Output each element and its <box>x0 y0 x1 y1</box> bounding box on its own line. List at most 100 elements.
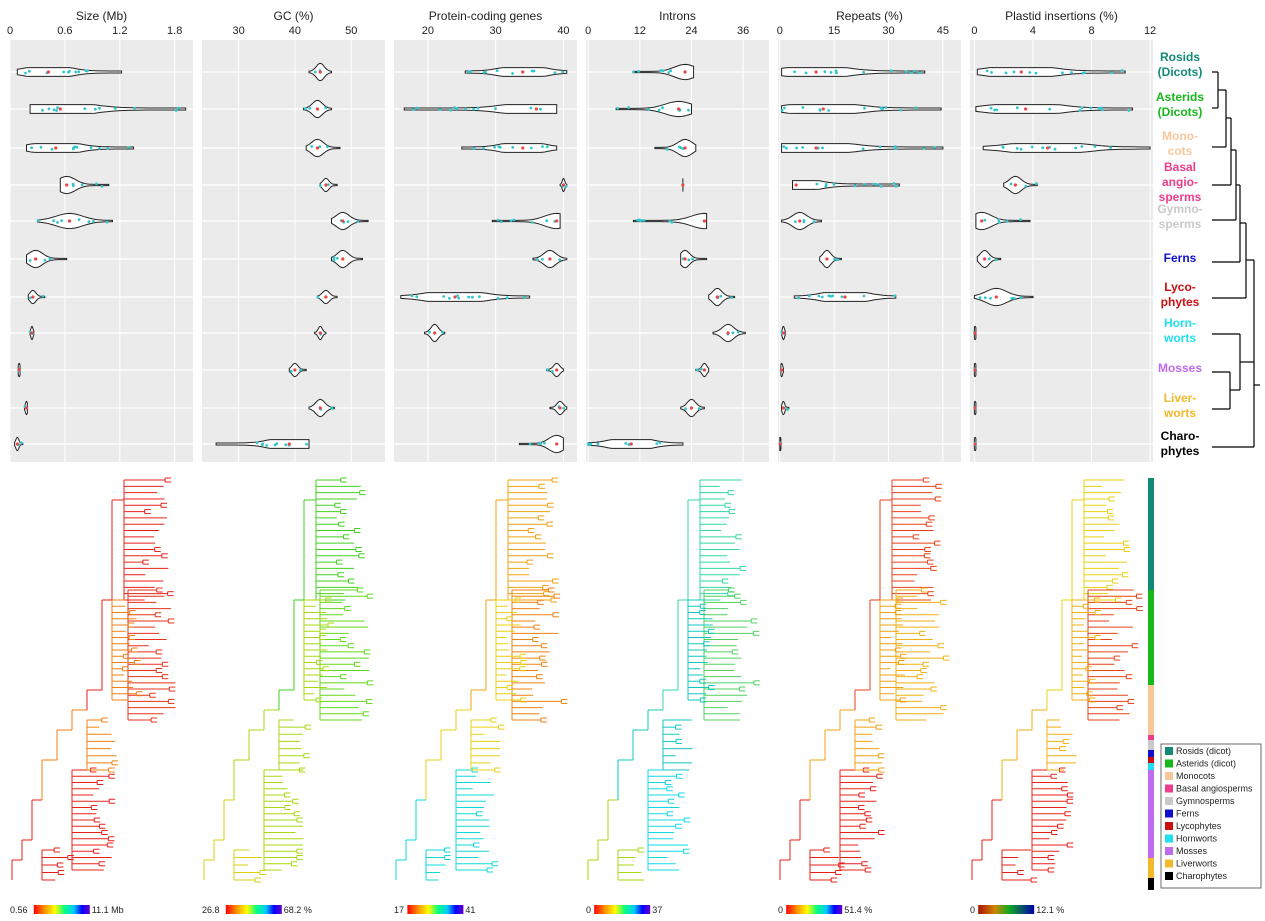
median-point <box>318 70 322 74</box>
x-tick-label: 4 <box>1030 25 1036 37</box>
x-tick-label: 12 <box>1144 25 1156 37</box>
median-point <box>548 257 552 261</box>
legend-label: Asterids (dicot) <box>1176 759 1236 769</box>
legend-label: Liverworts <box>1176 859 1218 869</box>
colorbar-max-label: 12.1 % <box>1036 905 1064 915</box>
x-tick-label: 1.2 <box>112 25 127 37</box>
data-point <box>30 146 33 150</box>
data-point <box>627 443 631 446</box>
data-point <box>893 145 897 148</box>
data-point <box>793 70 797 74</box>
data-point <box>804 71 808 75</box>
data-point <box>356 220 360 223</box>
data-point <box>655 442 659 445</box>
data-point <box>797 296 801 300</box>
data-point <box>684 407 687 411</box>
data-point <box>1089 106 1093 110</box>
x-tick-label: 40 <box>557 25 569 37</box>
data-point <box>1001 145 1005 149</box>
group-color-segment <box>1148 878 1154 890</box>
data-point <box>467 295 471 299</box>
colorbar-1: 0.56 11.1 Mb <box>10 905 124 915</box>
median-point <box>24 406 29 410</box>
data-point <box>993 108 996 112</box>
data-point <box>48 257 52 261</box>
median-point <box>994 295 998 299</box>
violin-shape <box>976 67 1126 77</box>
median-point <box>683 146 687 150</box>
median-point <box>534 107 538 111</box>
data-point <box>532 69 536 73</box>
group-label-1: Asterids <box>1156 90 1204 104</box>
data-point <box>687 108 690 112</box>
data-point <box>86 69 89 73</box>
data-point <box>441 331 444 334</box>
legend-label: Rosids (dicot) <box>1176 746 1231 756</box>
median-point <box>315 107 320 111</box>
data-point <box>497 145 501 149</box>
colorbar-min-label: 17 <box>394 905 404 915</box>
group-label-2: Mono- <box>1162 129 1198 143</box>
violin-shape <box>288 362 307 378</box>
legend-label: Ferns <box>1176 809 1200 819</box>
data-point <box>325 145 329 149</box>
panel-title: Size (Mb) <box>76 9 127 23</box>
data-point <box>808 294 811 298</box>
data-point <box>820 295 824 299</box>
legend-swatch <box>1165 797 1173 805</box>
data-point <box>1080 106 1084 110</box>
data-point <box>558 258 562 261</box>
median-point <box>980 219 984 223</box>
data-point <box>863 106 866 110</box>
data-point <box>467 70 471 74</box>
data-point <box>1004 71 1008 75</box>
data-point <box>305 442 308 446</box>
data-point <box>731 331 735 335</box>
violin-shape <box>819 249 842 269</box>
data-point <box>876 183 880 186</box>
panel-title: Introns <box>659 9 696 23</box>
group-label-6: phytes <box>1161 295 1200 309</box>
violin-shape <box>491 212 561 230</box>
x-tick-label: 0 <box>585 25 591 37</box>
colorbar-5: 0 51.4 % <box>778 905 872 915</box>
violin-shape <box>792 180 900 190</box>
violin-panel-4: 0 12 24 36 Introns <box>585 9 769 462</box>
legend-swatch <box>1165 859 1173 868</box>
colorbar-gradient <box>225 905 282 914</box>
median-point <box>683 257 687 261</box>
data-point <box>1099 106 1103 110</box>
data-point <box>511 145 515 149</box>
colorbar-max-label: 51.4 % <box>844 905 872 915</box>
data-point <box>87 220 91 224</box>
legend-swatch <box>1165 809 1173 818</box>
data-point <box>482 147 485 150</box>
data-point <box>174 109 178 112</box>
group-legend: Rosids (dicot) Asterids (dicot) Monocots Ba… <box>1160 743 1262 889</box>
data-point <box>539 107 542 111</box>
x-tick-label: 40 <box>289 25 301 37</box>
data-point <box>72 184 75 188</box>
median-point <box>34 257 38 261</box>
data-point <box>24 71 27 75</box>
data-point <box>478 295 481 299</box>
data-point <box>1048 107 1052 111</box>
data-point <box>415 295 419 299</box>
data-point <box>496 218 500 222</box>
data-point <box>1005 220 1009 223</box>
data-point <box>455 107 459 111</box>
median-point <box>67 219 72 223</box>
violin-panel-6: 0 4 8 12 Plastid insertions (%) <box>970 9 1156 462</box>
data-point <box>1019 147 1023 151</box>
data-point <box>914 106 918 110</box>
data-point <box>994 258 998 262</box>
data-point <box>75 145 79 149</box>
colorbar-max-label: 11.1 Mb <box>92 905 124 915</box>
phylo-tree-4 <box>587 479 760 881</box>
data-point <box>36 219 40 223</box>
data-point <box>884 106 888 109</box>
data-point <box>177 106 181 110</box>
data-point <box>335 257 339 260</box>
data-point <box>1041 146 1045 150</box>
